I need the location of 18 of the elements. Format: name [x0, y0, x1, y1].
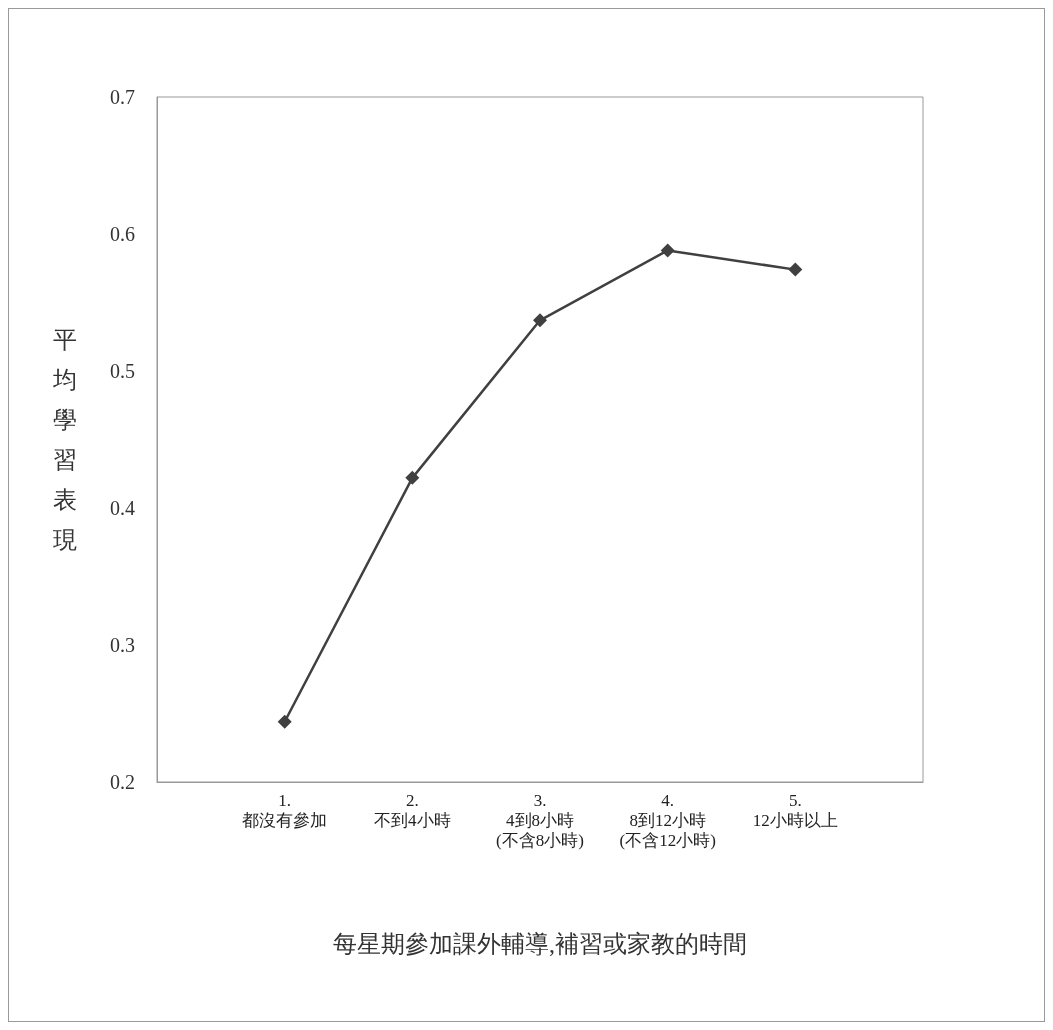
- x-tick-label: 5. 12小時以上: [752, 790, 838, 830]
- x-tick-label: 4. 8到12小時 (不含12小時): [619, 790, 716, 850]
- point: [788, 262, 803, 277]
- x-tick-label: 2. 不到4小時: [374, 790, 451, 830]
- point: [660, 243, 675, 258]
- point: [533, 313, 547, 328]
- point: [277, 714, 292, 729]
- y-tick-label: 0.7: [110, 86, 135, 108]
- point: [405, 470, 420, 485]
- x-tick-label: 1. 都沒有參加: [242, 790, 328, 830]
- y-axis-title: 平均學習表現: [52, 326, 77, 553]
- y-tick-label: 0.3: [110, 634, 135, 656]
- y-tick-label: 0.5: [110, 360, 135, 382]
- y-tick-label: 0.6: [110, 223, 135, 245]
- y-tick-label: 0.2: [110, 771, 135, 793]
- y-tick-label: 0.4: [110, 497, 135, 519]
- x-axis-title: 每星期參加課外輔導,補習或家教的時間: [333, 931, 747, 957]
- x-tick-label: 3. 4到8小時 (不含8小時): [496, 790, 584, 850]
